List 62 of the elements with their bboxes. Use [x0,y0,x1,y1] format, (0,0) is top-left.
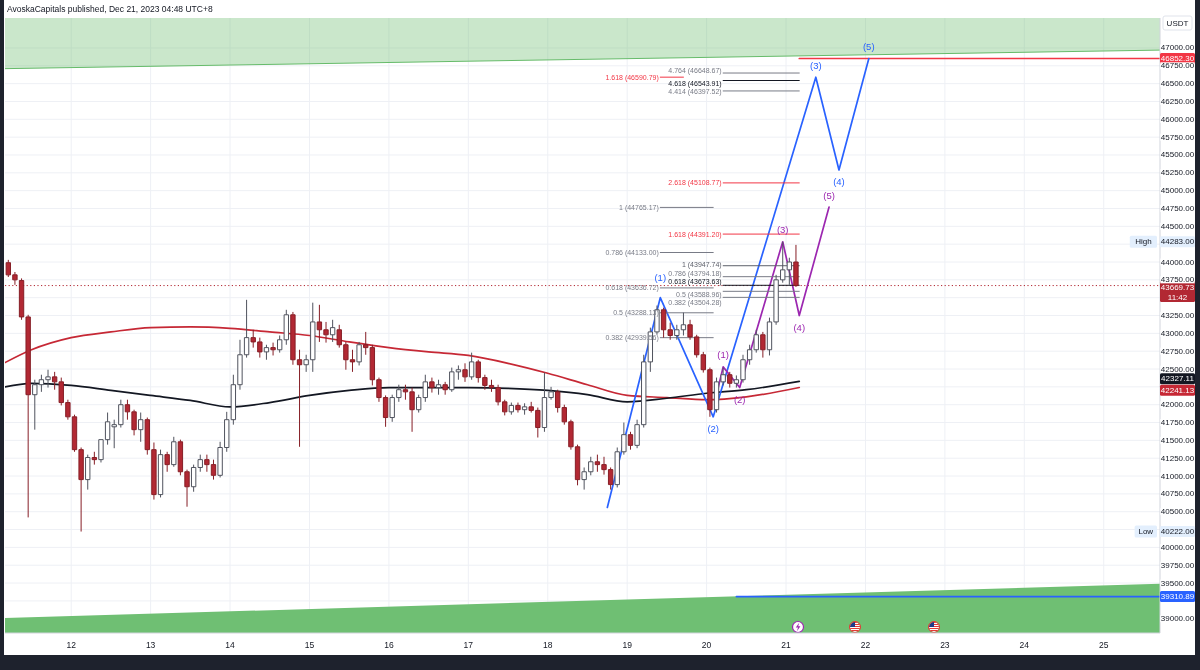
y-tick-label: 41500.00 [1160,435,1195,445]
annotation: (5) [823,189,835,201]
ref-line-label: 43669.73 11:42 [1160,282,1195,302]
annotation: (1) [717,349,729,361]
x-tick-label: 13 [145,640,156,650]
y-tick-label: 44750.00 [1160,203,1195,213]
x-tick-label: 14 [225,640,236,650]
annotation: Low [1138,527,1154,537]
y-tick-label: 41250.00 [1160,453,1195,463]
y-tick-label: 46750.00 [1160,61,1195,71]
y-tick-label: 46000.00 [1160,114,1195,124]
y-tick-label: 41000.00 [1160,471,1195,481]
y-tick-label: 47000.00 [1160,43,1195,53]
x-tick-label: 18 [543,640,553,650]
y-tick-label: 44500.00 [1160,221,1195,231]
y-tick-label: 39750.00 [1160,560,1195,570]
data-label: 46852.30 [1160,54,1195,63]
x-tick-label: 16 [384,640,394,650]
y-tick-label: 45750.00 [1160,132,1195,142]
text: 42327.11 [1161,374,1195,384]
chart-title: AvoskaCapitals published, Dec 21, 2023 04:48 UTC+8 [7,4,213,14]
annotation: 44283.00 [1160,237,1195,247]
y-tick-label: 40500.00 [1160,507,1195,517]
annotation: (1) [654,272,667,284]
x-tick-label: 24 [1019,640,1030,650]
annotation: High [1135,237,1152,247]
y-tick-label: 43000.00 [1160,328,1195,338]
annotation: (5) [862,41,875,53]
annotation: (3) [776,224,789,236]
y-tick-label: 43250.00 [1160,311,1195,321]
y-tick-label: 42750.00 [1160,346,1195,356]
y-tick-label: 45000.00 [1160,186,1195,196]
x-tick-label: 19 [622,640,633,650]
y-tick-label: 40000.00 [1160,542,1195,552]
y-tick-label: 46500.00 [1160,79,1195,89]
y-tick-label: 39500.00 [1160,578,1195,588]
y-tick-label: 45500.00 [1160,150,1195,160]
data-label: 39310.89 [1160,592,1195,602]
annotation: 40222.00 [1160,527,1195,537]
y-tick-label: 44000.00 [1160,257,1195,267]
x-tick-label: 21 [781,640,792,650]
annotation: (4) [793,322,806,334]
x-tick-label: 23 [940,640,950,650]
x-tick-label: 17 [463,640,474,650]
y-tick-label: 42500.00 [1160,364,1195,374]
annotation: (2) [707,423,720,435]
y-tick-label: 41750.00 [1160,418,1195,428]
y-tick-label: 42000.00 [1160,400,1195,410]
x-tick-label: 25 [1099,640,1109,650]
annotation: (4) [833,176,845,188]
x-tick-label: 22 [860,640,871,650]
y-tick-label: 46250.00 [1160,96,1195,106]
y-tick-label: 39000.00 [1160,614,1195,624]
x-tick-label: 12 [66,640,77,650]
x-tick-label: 20 [701,640,712,650]
text: 42241.13 [1160,385,1195,395]
y-tick-label: 45250.00 [1160,168,1195,178]
y-tick-label: 40750.00 [1160,489,1195,499]
y-axis-title: USDT [1166,18,1189,28]
x-tick-label: 15 [304,640,315,650]
annotation: (3) [810,59,822,71]
y-tick-label: 43750.00 [1160,275,1195,285]
